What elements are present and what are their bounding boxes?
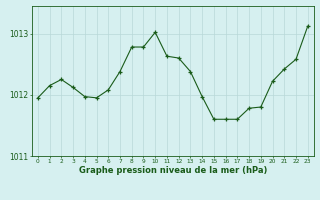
- X-axis label: Graphe pression niveau de la mer (hPa): Graphe pression niveau de la mer (hPa): [79, 166, 267, 175]
